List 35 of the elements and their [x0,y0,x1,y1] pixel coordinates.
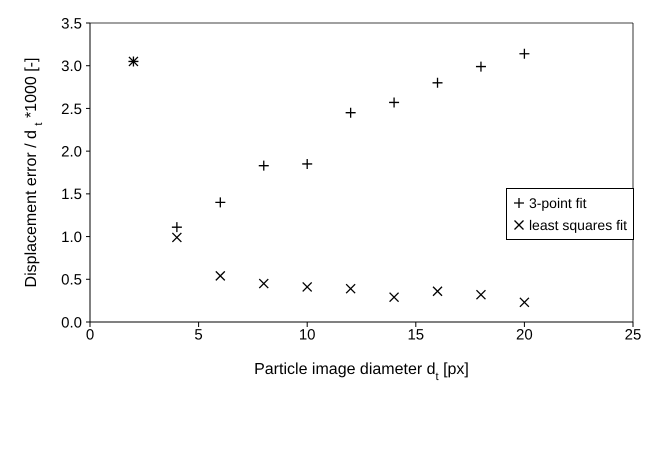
point [302,282,312,292]
point [388,292,400,302]
point [215,270,226,282]
legend-label: 3-point fit [528,194,587,213]
y-tick-label: 2.5 [61,100,82,118]
point [345,284,356,294]
point [519,297,530,308]
point [214,196,226,208]
point [432,286,443,296]
y-tick-label: 1.0 [61,228,82,246]
point [475,60,487,72]
y-tick-label: 3.5 [61,15,82,32]
x-axis-title: Particle image diameter d$_{t}$ [px] [254,361,469,383]
x-tick-label: 25 [624,326,642,344]
x-tick-label: 20 [516,326,533,344]
point [476,290,486,300]
point [518,48,530,60]
y-tick-label: 0.5 [61,272,82,289]
legend-label: least squares fit [528,216,627,235]
point [302,158,313,170]
y-tick-label: 3.0 [61,58,82,76]
x-tick-label: 15 [407,326,424,344]
x-tick-label: 5 [194,326,203,344]
y-tick-label: 0.0 [61,314,82,332]
point [172,232,182,243]
point [258,160,270,172]
x-tick-label: 0 [86,326,94,344]
point [432,77,444,88]
point [388,96,400,108]
y-tick-label: 2.0 [61,143,82,160]
point [344,107,356,118]
point [258,278,269,289]
point [171,222,183,233]
x-tick-label: 10 [298,326,316,344]
y-tick-label: 1.5 [61,186,82,204]
